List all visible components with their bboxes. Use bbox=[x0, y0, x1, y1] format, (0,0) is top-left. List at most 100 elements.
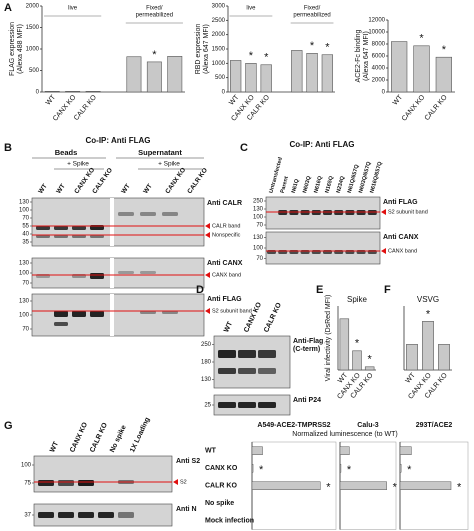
band bbox=[162, 212, 178, 216]
band bbox=[54, 226, 68, 230]
x-tick-label: WT bbox=[392, 93, 405, 106]
band bbox=[38, 480, 54, 486]
mw-marker: 100 bbox=[21, 463, 32, 469]
bar bbox=[306, 52, 318, 93]
x-tick-label: WT bbox=[228, 93, 241, 106]
x-tick-label: WT bbox=[405, 371, 418, 384]
lane-label: N616Q bbox=[313, 175, 323, 194]
bar bbox=[339, 318, 350, 371]
band bbox=[90, 273, 104, 279]
chart-title: VSVG bbox=[417, 295, 439, 304]
mw-marker: 70 bbox=[22, 216, 29, 222]
mw-marker: 250 bbox=[201, 342, 212, 348]
band bbox=[218, 368, 236, 374]
row-label: CANX KO bbox=[205, 465, 238, 472]
bar bbox=[65, 91, 81, 93]
bar bbox=[260, 64, 272, 93]
band bbox=[356, 210, 366, 215]
mw-marker: 70 bbox=[22, 281, 29, 287]
group-label: permeabilized bbox=[293, 13, 330, 19]
bar bbox=[406, 344, 418, 371]
significance: * bbox=[152, 49, 157, 61]
lane-label: No spike bbox=[109, 424, 128, 453]
panel-letter: F bbox=[384, 284, 391, 296]
bar bbox=[321, 54, 334, 93]
antibody-label: Anti S2 bbox=[176, 458, 200, 465]
bar bbox=[399, 481, 452, 490]
group-label: Supernatant bbox=[138, 148, 182, 157]
lane-label: CANX KO bbox=[69, 421, 89, 454]
bar bbox=[85, 91, 101, 93]
band bbox=[258, 368, 276, 374]
mw-marker: 130 bbox=[253, 207, 264, 213]
bar bbox=[435, 56, 452, 93]
y-axis-label: FLAG expression bbox=[9, 22, 16, 76]
significance: * bbox=[393, 482, 398, 494]
band bbox=[238, 350, 256, 358]
y-tick-label: 8000 bbox=[372, 42, 386, 48]
lane-label: N61Q bbox=[291, 178, 301, 194]
band-arrow bbox=[381, 209, 386, 215]
bar bbox=[167, 56, 183, 93]
antibody-label: Anti P24 bbox=[293, 397, 321, 404]
chart-title: Calu-3 bbox=[357, 422, 379, 429]
mw-marker: 55 bbox=[22, 224, 29, 230]
chart-title: A549-ACE2-TMPRSS2 bbox=[257, 422, 330, 429]
antibody-label: Anti CALR bbox=[207, 200, 242, 207]
lane-label: WT bbox=[120, 183, 132, 195]
band bbox=[311, 210, 321, 215]
row-label: No spike bbox=[205, 500, 234, 507]
mw-marker: 180 bbox=[201, 360, 212, 366]
mw-marker: 130 bbox=[19, 299, 30, 305]
bar bbox=[413, 45, 430, 93]
blot bbox=[33, 455, 173, 493]
y-tick-label: 6000 bbox=[372, 54, 386, 60]
y-tick-label: 3000 bbox=[212, 4, 226, 10]
band bbox=[90, 311, 104, 317]
band bbox=[72, 226, 86, 230]
mw-marker: 130 bbox=[19, 200, 30, 206]
y-tick-label: 2500 bbox=[212, 18, 226, 24]
mw-marker: 25 bbox=[204, 403, 211, 409]
group-label: permeabilized bbox=[136, 13, 173, 19]
y-tick-label: 1000 bbox=[26, 47, 40, 53]
band bbox=[140, 271, 156, 274]
band-label: S2 bbox=[180, 479, 187, 485]
group-label: live bbox=[246, 6, 256, 12]
mw-marker: 130 bbox=[19, 261, 30, 267]
significance: * bbox=[407, 464, 412, 476]
significance: * bbox=[426, 308, 431, 320]
chart-title: Spike bbox=[347, 295, 368, 304]
band bbox=[140, 311, 156, 314]
band-arrow bbox=[381, 248, 386, 254]
y-tick-label: 10000 bbox=[368, 30, 385, 36]
mw-marker: 100 bbox=[253, 246, 264, 252]
band bbox=[58, 480, 74, 486]
antibody-label: Anti FLAG bbox=[207, 296, 242, 303]
band-arrow bbox=[205, 272, 210, 278]
band bbox=[36, 226, 50, 230]
mw-marker: 75 bbox=[24, 481, 31, 487]
y-tick-label: 500 bbox=[29, 68, 40, 74]
lane-label: WT bbox=[55, 183, 67, 195]
panel-letter: B bbox=[4, 142, 12, 154]
band bbox=[118, 212, 134, 216]
band bbox=[118, 271, 134, 274]
band bbox=[90, 235, 104, 238]
panel-letter: A bbox=[4, 2, 12, 14]
panel-letter: C bbox=[240, 142, 248, 154]
y-axis-label: (Alexa 647 MFI) bbox=[203, 24, 210, 74]
y-tick-label: 1500 bbox=[212, 47, 226, 53]
bar bbox=[126, 56, 142, 93]
lane-label: N603Q bbox=[302, 175, 312, 194]
lane-label: CALR KO bbox=[186, 167, 209, 195]
antibody-label: Anti CANX bbox=[207, 260, 243, 267]
y-tick-label: 2000 bbox=[212, 32, 226, 38]
bar bbox=[291, 50, 303, 93]
row-label: CALR KO bbox=[205, 483, 237, 490]
band bbox=[36, 235, 50, 238]
band-label: S2 subunit band bbox=[388, 209, 428, 215]
bar bbox=[251, 464, 254, 473]
blot bbox=[213, 335, 291, 389]
